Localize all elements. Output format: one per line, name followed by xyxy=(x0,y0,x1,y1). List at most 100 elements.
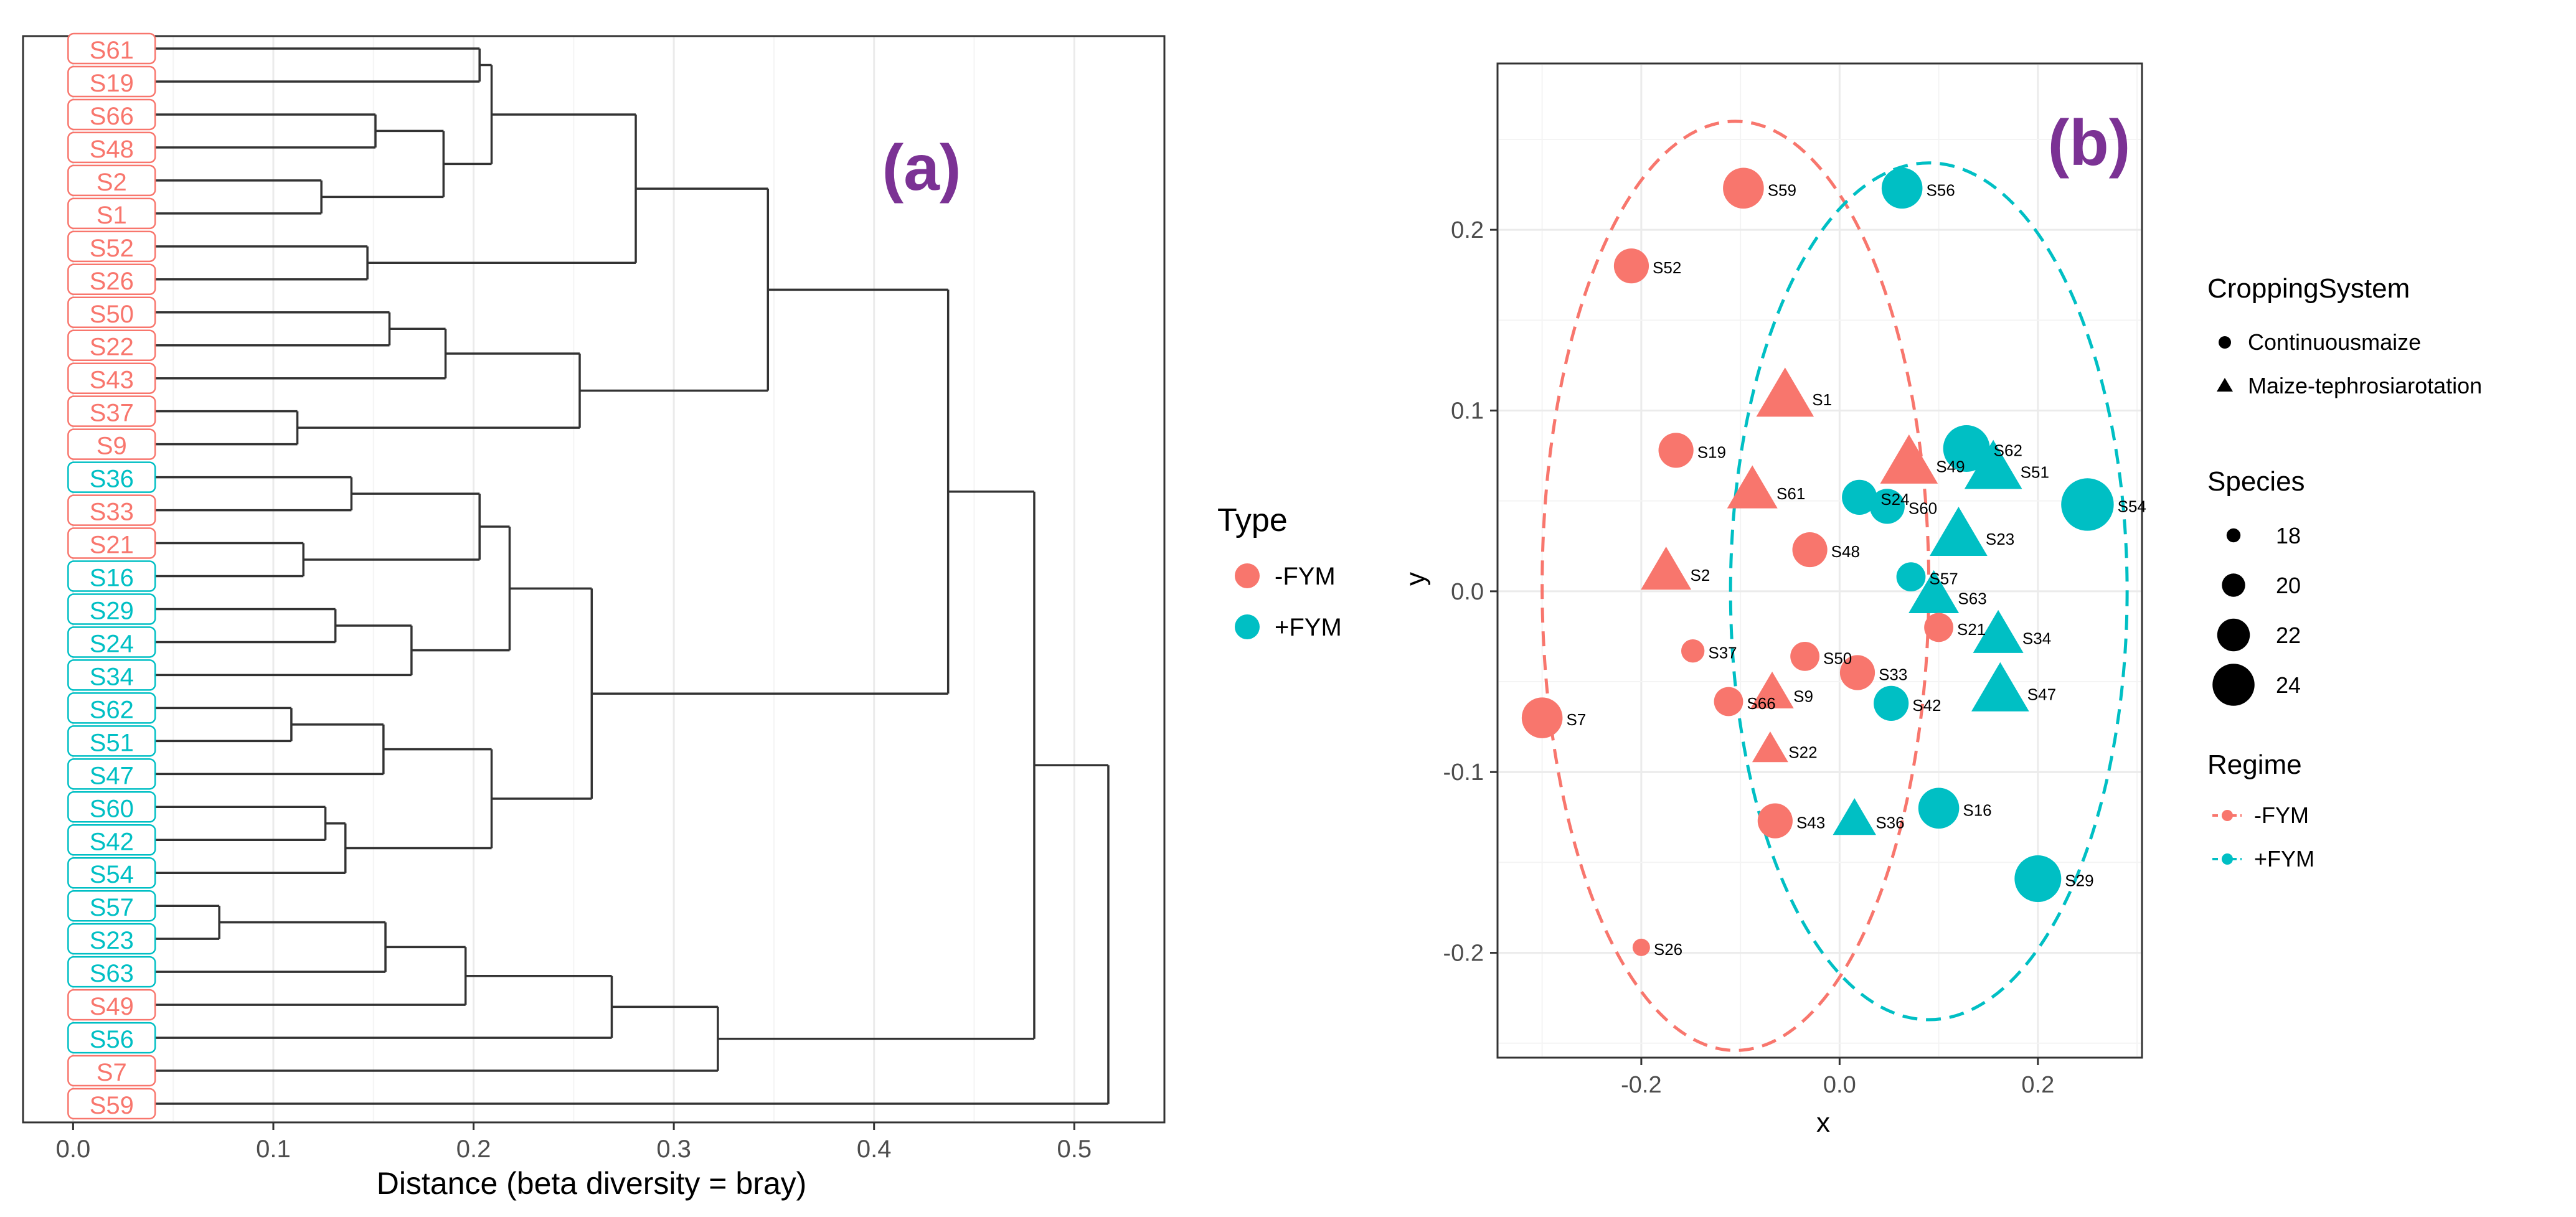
y-tick-label: 0.2 xyxy=(1451,217,1484,243)
leaf-label-box xyxy=(67,164,156,197)
regime-legend-swatch xyxy=(2222,853,2233,865)
sample-point-label: S63 xyxy=(1958,590,1986,608)
scatter-x-axis-title: x xyxy=(1816,1107,1830,1138)
sample-point-label: S29 xyxy=(2065,872,2093,890)
x-tick-label: 0.0 xyxy=(56,1135,91,1163)
leaf-label: S42 xyxy=(90,828,134,855)
sample-point-label: S47 xyxy=(2027,685,2056,703)
sample-point xyxy=(1881,167,1923,209)
scatter-axes: -0.2 0.0 0.2 -0.2 -0.1 0.0 0.1 0.2 xyxy=(1443,217,2055,1098)
scatter-legends: CroppingSystem Continuousmaize Maize-teph… xyxy=(2207,273,2482,872)
sample-point xyxy=(1971,662,2029,712)
panel-label-a: (a) xyxy=(882,132,961,204)
sample-point-label: S42 xyxy=(1912,696,1941,715)
sample-point-label: S34 xyxy=(2022,629,2051,647)
leaf-label: S49 xyxy=(90,993,134,1020)
leaf-label-box xyxy=(67,197,156,230)
sample-point-label: S36 xyxy=(1875,814,1904,832)
type-legend-label: +FYM xyxy=(1275,614,1342,641)
leaf-label: S56 xyxy=(90,1026,134,1053)
sample-point xyxy=(1874,685,1909,721)
dendrogram-x-axis: 0.0 0.1 0.2 0.3 0.4 0.5 xyxy=(56,1122,1092,1163)
leaf-label: S19 xyxy=(90,70,134,97)
sample-point xyxy=(1842,479,1877,515)
species-legend-swatch xyxy=(2222,573,2245,597)
regime-legend-title: Regime xyxy=(2207,749,2302,780)
sample-point xyxy=(1752,731,1788,763)
sample-point-label: S59 xyxy=(1768,181,1796,199)
cropping-legend-title: CroppingSystem xyxy=(2207,273,2410,304)
leaf-label-box xyxy=(67,560,156,592)
cropping-legend-swatch xyxy=(2217,378,2233,392)
species-legend-label: 18 xyxy=(2276,523,2301,548)
sample-point xyxy=(1790,641,1820,671)
type-legend: Type -FYM +FYM xyxy=(1217,502,1342,641)
species-legend-swatch xyxy=(2226,528,2241,543)
leaf-label: S62 xyxy=(90,696,134,723)
sample-point-label: S2 xyxy=(1690,566,1710,585)
leaf-label: S51 xyxy=(90,729,134,756)
leaf-label-box xyxy=(67,527,156,559)
y-tick-label: -0.2 xyxy=(1443,941,1484,967)
sample-point-label: S48 xyxy=(1831,542,1860,561)
dendrogram-x-axis-title: Distance (beta diversity = bray) xyxy=(377,1166,807,1201)
sample-point-label: S26 xyxy=(1654,940,1682,959)
sample-point-label: S21 xyxy=(1957,620,1986,639)
leaf-label-box xyxy=(67,890,156,922)
leaf-label-box xyxy=(67,956,156,988)
sample-point xyxy=(1869,489,1905,524)
leaf-label: S36 xyxy=(90,466,134,493)
leaf-label-box xyxy=(67,791,156,823)
leaf-label: S21 xyxy=(90,532,134,559)
leaf-label-box xyxy=(67,362,156,394)
leaf-label: S22 xyxy=(90,334,134,361)
species-legend-label: 22 xyxy=(2276,623,2301,648)
sample-point-label: S56 xyxy=(1926,181,1955,199)
leaf-label-box xyxy=(67,230,156,263)
type-legend-swatch xyxy=(1235,563,1260,588)
sample-point xyxy=(1757,803,1793,839)
sample-point xyxy=(1750,671,1794,709)
cropping-legend-swatch xyxy=(2219,336,2231,349)
regime-ellipse xyxy=(1729,161,2129,1022)
leaf-label-box xyxy=(67,32,156,65)
leaf-label: S16 xyxy=(90,565,134,592)
sample-point xyxy=(1930,507,1988,556)
leaf-label: S23 xyxy=(90,927,134,954)
leaf-label: S7 xyxy=(97,1059,127,1086)
sample-point xyxy=(1943,425,1990,472)
sample-point xyxy=(1756,367,1814,417)
leaf-label: S2 xyxy=(97,169,127,196)
leaf-label: S1 xyxy=(97,202,127,229)
sample-point-label: S43 xyxy=(1796,814,1825,832)
regime-legend-swatch xyxy=(2222,810,2233,821)
species-legend-swatch xyxy=(2217,618,2250,652)
leaf-label-box xyxy=(67,758,156,790)
sample-point xyxy=(1833,798,1876,835)
panel-label-b: (b) xyxy=(2048,107,2131,179)
sample-point-label: S24 xyxy=(1880,490,1909,509)
sample-point-label: S62 xyxy=(1994,441,2022,459)
sample-point-label: S51 xyxy=(2021,463,2049,481)
sample-point xyxy=(1918,787,1960,829)
x-tick-label: 0.1 xyxy=(256,1135,291,1163)
leaf-label-box xyxy=(67,461,156,493)
sample-point xyxy=(1839,655,1875,690)
y-tick-label: -0.1 xyxy=(1443,759,1484,786)
sample-point-label: S49 xyxy=(1936,458,1965,476)
sample-point xyxy=(1521,697,1563,738)
leaf-label-box xyxy=(67,923,156,955)
leaf-label-box xyxy=(67,263,156,296)
sample-point-label: S61 xyxy=(1776,484,1805,503)
sample-point-label: S37 xyxy=(1708,644,1737,662)
leaf-label: S37 xyxy=(90,400,134,427)
sample-point-label: S19 xyxy=(1697,443,1726,461)
sample-point-label: S7 xyxy=(1566,710,1586,729)
leaf-label: S50 xyxy=(90,301,134,328)
sample-point xyxy=(1964,439,2022,489)
leaf-label-box xyxy=(67,1055,156,1087)
leaf-label: S63 xyxy=(90,960,134,987)
